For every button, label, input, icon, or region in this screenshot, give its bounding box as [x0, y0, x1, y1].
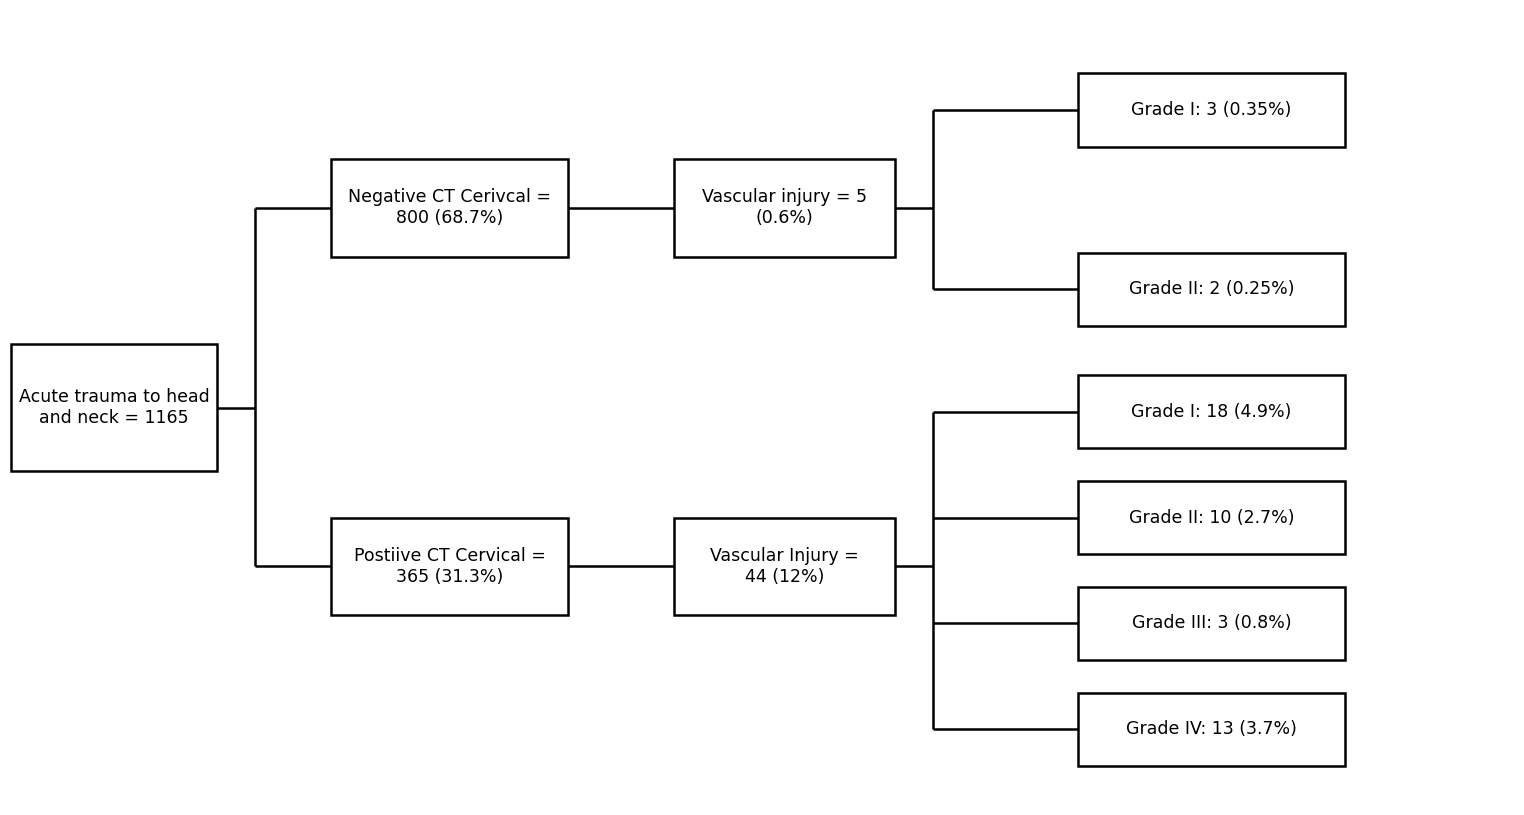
Text: Grade III: 3 (0.8%): Grade III: 3 (0.8%)	[1132, 615, 1291, 632]
FancyBboxPatch shape	[1079, 73, 1346, 147]
Text: Grade I: 3 (0.35%): Grade I: 3 (0.35%)	[1131, 101, 1292, 119]
FancyBboxPatch shape	[674, 518, 896, 615]
FancyBboxPatch shape	[1079, 253, 1346, 326]
Text: Vascular injury = 5
(0.6%): Vascular injury = 5 (0.6%)	[703, 188, 867, 227]
Text: Grade I: 18 (4.9%): Grade I: 18 (4.9%)	[1131, 403, 1292, 421]
FancyBboxPatch shape	[1079, 481, 1346, 554]
Text: Negative CT Cerivcal =
800 (68.7%): Negative CT Cerivcal = 800 (68.7%)	[347, 188, 552, 227]
FancyBboxPatch shape	[674, 159, 896, 257]
Text: Vascular Injury =
44 (12%): Vascular Injury = 44 (12%)	[710, 547, 860, 586]
Text: Grade II: 2 (0.25%): Grade II: 2 (0.25%)	[1129, 280, 1294, 298]
Text: Grade IV: 13 (3.7%): Grade IV: 13 (3.7%)	[1126, 720, 1297, 738]
Text: Grade II: 10 (2.7%): Grade II: 10 (2.7%)	[1129, 509, 1294, 526]
FancyBboxPatch shape	[1079, 693, 1346, 766]
FancyBboxPatch shape	[11, 344, 218, 471]
FancyBboxPatch shape	[1079, 587, 1346, 660]
Text: Acute trauma to head
and neck = 1165: Acute trauma to head and neck = 1165	[18, 388, 210, 427]
FancyBboxPatch shape	[331, 518, 567, 615]
Text: Postiive CT Cervical =
365 (31.3%): Postiive CT Cervical = 365 (31.3%)	[354, 547, 546, 586]
FancyBboxPatch shape	[331, 159, 567, 257]
FancyBboxPatch shape	[1079, 375, 1346, 448]
